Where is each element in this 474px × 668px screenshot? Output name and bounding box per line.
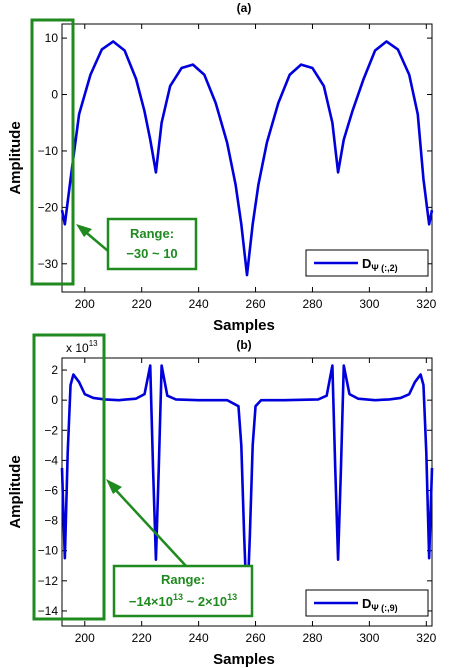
panel-b-annotation-line1: Range: bbox=[161, 572, 205, 587]
panel-a-title: (a) bbox=[237, 1, 252, 15]
panel-a-axes-frame bbox=[61, 23, 433, 293]
panel-b-y-tick-label: −2 bbox=[44, 423, 58, 437]
panel-b-y-axis-label: Amplitude bbox=[7, 455, 24, 528]
panel-a-x-tick-label: 260 bbox=[246, 297, 266, 311]
panel-a-x-tick-label: 240 bbox=[189, 297, 209, 311]
panel-b-annotation-arrow bbox=[111, 485, 187, 567]
panel-b-y-tick-label: 0 bbox=[51, 393, 58, 407]
panel-b-y-tick-label: −8 bbox=[44, 514, 58, 528]
panel-a-range-highlight-box bbox=[30, 18, 75, 286]
panel-a-x-tick-label: 300 bbox=[359, 297, 379, 311]
panel-b-legend-label: DΨ (:,9) bbox=[362, 596, 398, 613]
panel-a-x-ticks: 200 220 240 260 280 300 320 bbox=[75, 24, 437, 311]
panel-a-y-tick-label: −10 bbox=[38, 144, 59, 158]
panel-b-range-highlight-box bbox=[32, 333, 106, 621]
panel-b-x-tick-label: 240 bbox=[189, 631, 209, 645]
panel-b-annotation-arrowhead bbox=[106, 479, 122, 494]
panel-b-annotation-box bbox=[112, 564, 254, 618]
panel-a-x-tick-label: 220 bbox=[132, 297, 152, 311]
panel-a-y-tick-label: 10 bbox=[45, 31, 59, 45]
panel-b-y-tick-label: −6 bbox=[44, 483, 58, 497]
panel-a-x-tick-label: 280 bbox=[302, 297, 322, 311]
panel-b-x-tick-label: 320 bbox=[416, 631, 436, 645]
panel-a-y-tick-label: −20 bbox=[38, 200, 59, 214]
panel-a-x-tick-label: 320 bbox=[416, 297, 436, 311]
panel-b-x-tick-label: 220 bbox=[132, 631, 152, 645]
panel-b-x-tick-label: 260 bbox=[246, 631, 266, 645]
panel-a-annotation-box bbox=[106, 217, 198, 271]
panel-a-annotation-line1: Range: bbox=[130, 226, 174, 241]
panel-a-y-ticks: −30 −20 −10 0 10 bbox=[38, 31, 432, 271]
panel-a-annotation-arrowhead bbox=[76, 224, 92, 237]
panel-b-title: (b) bbox=[236, 338, 251, 352]
panel-a-y-tick-label: 0 bbox=[51, 88, 58, 102]
panel-a-series-line bbox=[60, 40, 434, 277]
panel-b-y-tick-label: −4 bbox=[44, 453, 58, 467]
panel-a-legend-label: DΨ (:,2) bbox=[362, 256, 398, 273]
panel-b-x-tick-label: 200 bbox=[75, 631, 95, 645]
panel-b-y-ticks: 2 0 −2 −4 −6 −8 −10 −12 −14 bbox=[38, 363, 432, 618]
panel-a: (a) 200 220 240 260 280 300 320 −30 −20 −10 0 10 R… bbox=[7, 1, 437, 334]
panel-b-x-tick-label: 300 bbox=[359, 631, 379, 645]
panel-a-x-tick-label: 200 bbox=[75, 297, 95, 311]
panel-a-y-axis-label: Amplitude bbox=[7, 121, 24, 194]
panel-b-y-tick-label: −10 bbox=[38, 544, 59, 558]
panel-b: (b) x 1013 200 220 240 260 280 300 320 2 0 −2 −4 −… bbox=[7, 333, 437, 668]
panel-b-x-ticks: 200 220 240 260 280 300 320 bbox=[75, 358, 437, 645]
panel-b-y-tick-label: −14 bbox=[38, 604, 59, 618]
panel-a-x-axis-label: Samples bbox=[213, 317, 275, 334]
panel-a-y-tick-label: −30 bbox=[38, 257, 59, 271]
panel-b-y-tick-label: 2 bbox=[51, 363, 58, 377]
panel-b-x-tick-label: 280 bbox=[302, 631, 322, 645]
panel-b-x-axis-label: Samples bbox=[213, 651, 275, 668]
panel-b-exponent-label: x 1013 bbox=[66, 339, 98, 355]
panel-a-annotation-line2: −30 ~ 10 bbox=[126, 246, 177, 261]
panel-b-y-tick-label: −12 bbox=[38, 574, 59, 588]
panel-b-annotation-line2: −14×1013 ~ 2×1013 bbox=[129, 592, 237, 609]
